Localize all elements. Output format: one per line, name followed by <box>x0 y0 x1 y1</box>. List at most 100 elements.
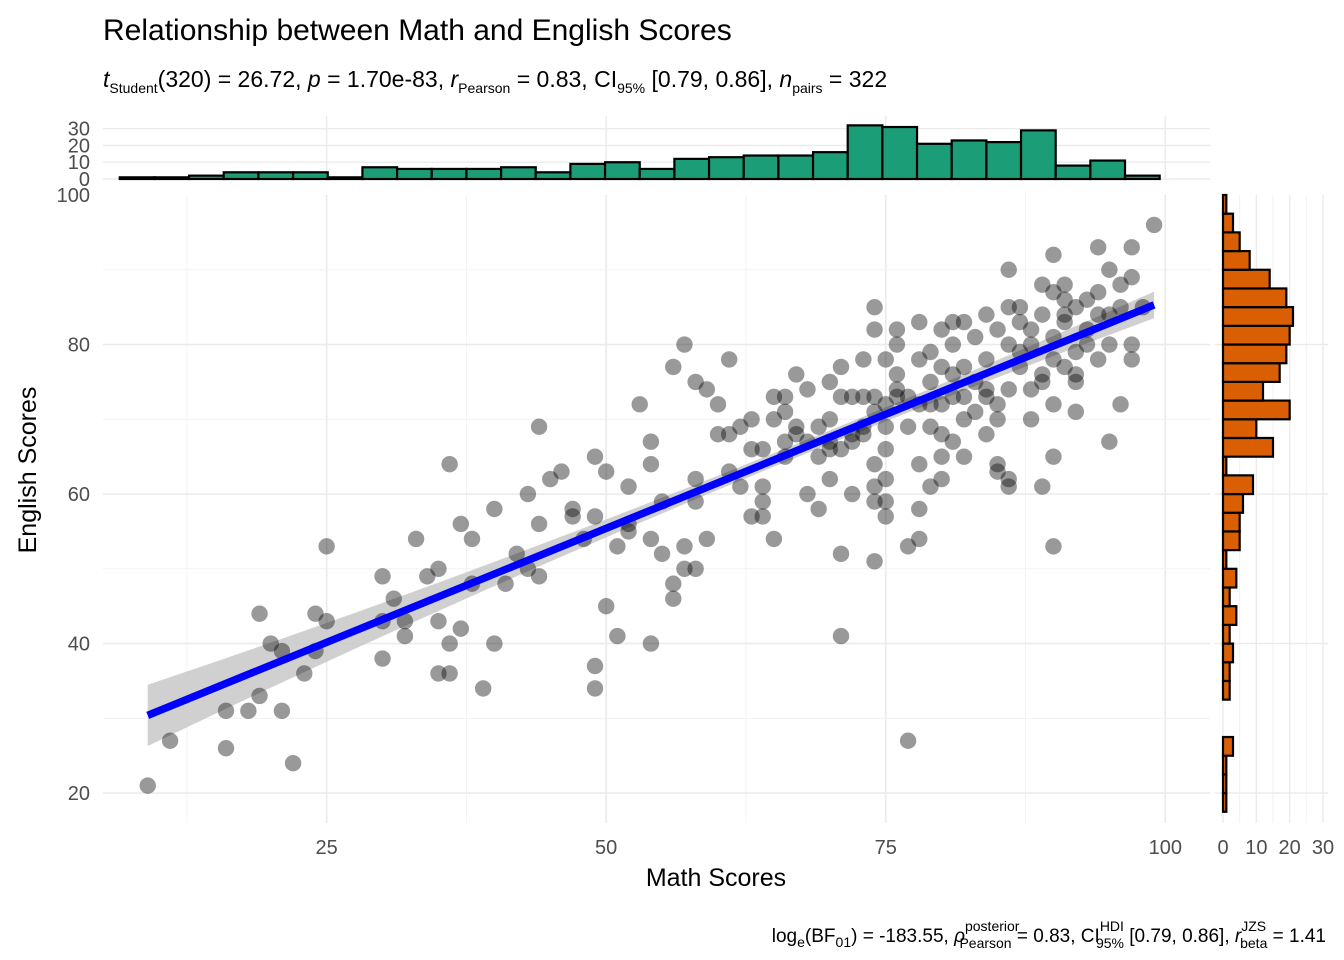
data-point <box>609 627 626 645</box>
top-hist-bar <box>1019 129 1057 181</box>
top-hist-bar <box>985 141 1023 181</box>
data-point <box>486 635 503 652</box>
data-point <box>743 508 760 525</box>
y-tick-label: 100 <box>57 185 90 207</box>
data-point <box>1089 239 1107 256</box>
data-point <box>217 740 235 757</box>
top-hist-bar <box>950 139 988 181</box>
data-point <box>799 485 816 503</box>
x-tick-label: 50 <box>595 837 617 859</box>
data-point <box>1089 306 1107 323</box>
data-point <box>1089 283 1107 301</box>
top-hist-bar <box>534 171 572 181</box>
data-point <box>1022 411 1040 428</box>
data-point <box>1078 336 1096 353</box>
data-point <box>899 732 917 749</box>
data-point <box>821 470 839 488</box>
data-point <box>821 440 839 458</box>
data-point <box>609 538 626 555</box>
top-hist-bar <box>326 176 364 181</box>
data-point <box>933 448 950 465</box>
data-point <box>978 306 995 323</box>
data-point <box>810 448 827 465</box>
data-point <box>251 687 268 705</box>
regression-line <box>146 301 1156 719</box>
data-point <box>1045 283 1062 301</box>
data-point <box>1000 478 1017 495</box>
top-hist-bar <box>257 171 295 181</box>
right-hist-bar <box>1221 418 1258 440</box>
top-hist-bar <box>638 167 676 181</box>
data-point <box>832 627 850 645</box>
data-point <box>597 597 615 615</box>
data-point <box>676 538 693 555</box>
data-point <box>687 470 704 488</box>
top-hist-bar <box>777 154 815 181</box>
data-point <box>665 575 682 592</box>
data-point <box>1078 291 1096 308</box>
data-point <box>1112 276 1129 293</box>
data-point <box>620 478 637 495</box>
data-point <box>1000 336 1017 353</box>
data-point <box>240 702 257 720</box>
data-point <box>1123 239 1140 256</box>
data-point <box>866 553 883 570</box>
data-point <box>553 463 570 480</box>
data-point <box>642 530 660 548</box>
data-point <box>899 538 917 555</box>
data-point <box>866 321 883 338</box>
data-point <box>1112 396 1129 413</box>
data-point <box>452 620 470 637</box>
top-hist-tick-label: 30 <box>68 119 90 141</box>
right-hist-bar <box>1221 754 1228 776</box>
data-point <box>922 343 939 361</box>
data-point <box>922 478 939 495</box>
data-point <box>1101 261 1118 278</box>
data-point <box>877 351 894 368</box>
data-point <box>776 433 794 450</box>
data-point <box>631 396 648 413</box>
right-hist-bar <box>1221 530 1241 552</box>
data-point <box>866 388 883 406</box>
top-hist-bar <box>222 171 260 181</box>
data-point <box>1022 381 1040 398</box>
data-point <box>843 485 861 503</box>
data-point <box>1045 448 1062 465</box>
data-point <box>989 396 1006 413</box>
top-hist-tick-label: 10 <box>68 152 90 174</box>
top-hist-bar <box>1089 159 1127 181</box>
x-tick-label: 25 <box>316 837 338 859</box>
y-tick-label: 80 <box>68 335 90 357</box>
data-point <box>1067 403 1085 421</box>
data-point <box>978 381 995 398</box>
data-point <box>665 358 682 376</box>
data-point <box>877 418 894 435</box>
right-hist-bar <box>1221 362 1281 384</box>
top-hist-bar <box>499 166 537 181</box>
top-hist-bar <box>811 151 849 181</box>
top-hist-bar <box>153 176 191 181</box>
data-point <box>832 388 850 406</box>
data-point <box>385 590 402 607</box>
data-point <box>754 493 771 510</box>
data-point <box>374 568 391 585</box>
data-point <box>463 530 481 548</box>
data-point <box>1000 261 1017 278</box>
data-point <box>519 485 537 503</box>
data-point <box>832 545 850 563</box>
right-hist-bar <box>1221 193 1228 215</box>
right-hist-bar <box>1221 212 1235 234</box>
data-point <box>1112 298 1129 316</box>
chart-caption: loge(BF01) = -183.55, ρposterior Pearson … <box>772 918 1326 951</box>
data-point <box>251 605 268 622</box>
top-hist-bar <box>361 166 399 181</box>
data-point <box>922 418 939 435</box>
data-point <box>944 336 962 353</box>
right-histogram-panel: 0 10 20 30 <box>1215 193 1334 859</box>
data-point <box>586 657 604 675</box>
right-hist-bar <box>1221 605 1238 626</box>
data-point <box>318 538 335 555</box>
data-point <box>441 635 458 652</box>
